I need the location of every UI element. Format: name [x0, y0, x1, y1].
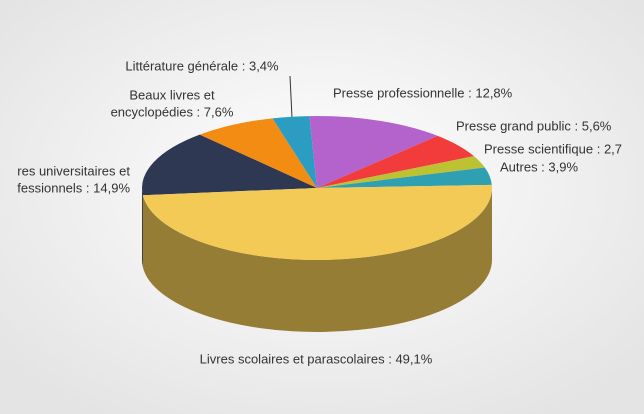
slice-label: Presse scientifique : 2,7	[484, 141, 622, 156]
slice-label: res universitaires et	[17, 163, 130, 178]
slice-label: Autres : 3,9%	[500, 159, 578, 174]
pie-slice	[317, 156, 485, 188]
pie-side	[142, 188, 492, 333]
slice-label: Presse grand public : 5,6%	[456, 118, 612, 133]
pie-sides	[142, 188, 492, 333]
pie-slice	[142, 184, 493, 260]
pie-slice	[317, 167, 492, 188]
pie-slice	[272, 116, 317, 188]
pie-slice	[309, 116, 438, 188]
slice-label: encyclopédies : 7,6%	[111, 104, 234, 119]
pie-slice	[199, 118, 317, 188]
leader-line	[289, 75, 293, 119]
pie-slice	[142, 134, 317, 196]
slice-label: Livres scolaires et parascolaires : 49,1…	[200, 351, 433, 366]
slice-label: Presse professionnelle : 12,8%	[333, 85, 513, 100]
pie-slice	[317, 135, 474, 188]
slice-label: Beaux livres et	[129, 87, 215, 102]
slice-label: fessionnels : 14,9%	[17, 180, 130, 195]
slice-label: Littérature générale : 3,4%	[125, 58, 279, 73]
pie-side	[142, 188, 143, 268]
